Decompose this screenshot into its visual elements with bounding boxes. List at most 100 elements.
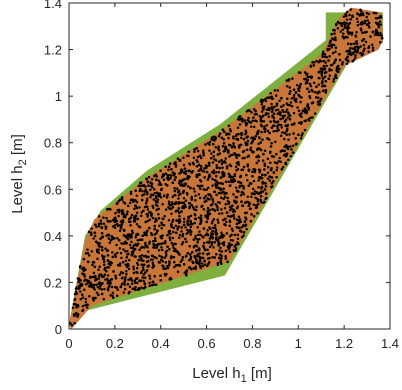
sample-point [363,47,366,50]
sample-point [155,246,159,249]
sample-point [217,147,220,150]
sample-point [164,183,167,186]
sample-point [247,116,250,120]
sample-point [299,71,302,75]
sample-point [242,137,246,141]
sample-points [69,8,384,327]
sample-point [102,260,106,264]
sample-point [129,246,133,250]
sample-point [292,111,296,115]
sample-point [303,107,307,110]
sample-point [359,45,362,48]
sample-point [220,257,223,260]
sample-point [224,180,228,184]
sample-point [338,52,341,56]
sample-point [224,257,228,260]
sample-point [233,174,236,178]
sample-point [324,61,327,64]
sample-point [120,242,123,245]
sample-point [123,283,126,286]
sample-point [131,198,134,201]
sample-point [153,192,156,195]
y-tick-label: 0.8 [44,136,62,151]
sample-point [270,155,274,158]
sample-point [210,152,213,155]
sample-point [149,195,152,199]
sample-point [183,167,187,170]
sample-point [292,96,296,99]
sample-point [220,208,223,211]
sample-point [319,60,323,63]
sample-point [321,50,325,53]
sample-point [204,194,207,198]
sample-point [233,245,236,248]
sample-point [180,183,183,187]
sample-point [203,167,206,170]
sample-point [368,26,371,29]
sample-point [179,192,182,196]
sample-point [200,262,204,265]
sample-point [122,228,126,232]
sample-point [260,103,264,106]
sample-point [117,209,121,212]
sample-point [202,241,206,245]
sample-point [115,251,119,255]
sample-point [313,112,317,115]
sample-point [104,278,107,281]
sample-point [328,74,332,77]
sample-point [259,118,263,121]
sample-point [177,181,181,185]
sample-point [348,13,351,17]
sample-point [83,275,86,278]
sample-point [214,159,218,162]
sample-point [275,166,279,169]
sample-point [223,206,227,210]
sample-point [136,271,139,274]
sample-point [148,274,151,277]
sample-point [84,300,88,304]
sample-point [191,261,195,265]
sample-point [194,199,197,202]
sample-point [323,53,327,56]
sample-point [281,166,285,169]
sample-point [102,275,105,278]
sample-point [263,164,267,168]
sample-point [231,180,235,184]
sample-point [139,187,142,191]
sample-point [126,210,129,213]
sample-point [194,234,197,238]
sample-point [168,261,171,265]
sample-point [284,110,288,113]
sample-point [378,41,382,44]
sample-point [349,47,352,50]
sample-point [324,55,327,59]
sample-point [326,47,329,51]
sample-point [366,19,369,22]
sample-point [208,149,211,152]
sample-point [334,22,338,26]
sample-point [245,173,248,177]
sample-point [87,230,91,234]
sample-point [123,202,127,205]
sample-point [262,105,266,108]
sample-point [127,252,130,256]
sample-point [163,256,167,259]
sample-point [359,22,363,25]
sample-point [111,251,114,254]
sample-point [156,204,159,208]
sample-point [300,96,303,99]
sample-point [144,220,147,224]
sample-point [97,277,101,280]
sample-point [300,134,304,137]
sample-point [124,215,127,218]
sample-point [205,220,208,224]
sample-point [317,60,320,64]
sample-point [190,267,193,271]
sample-point [257,176,261,179]
sample-point [199,168,203,171]
sample-point [198,259,202,263]
y-tick-label: 1.2 [44,43,62,58]
sample-point [139,214,143,218]
sample-point [124,275,127,279]
sample-point [309,64,313,67]
